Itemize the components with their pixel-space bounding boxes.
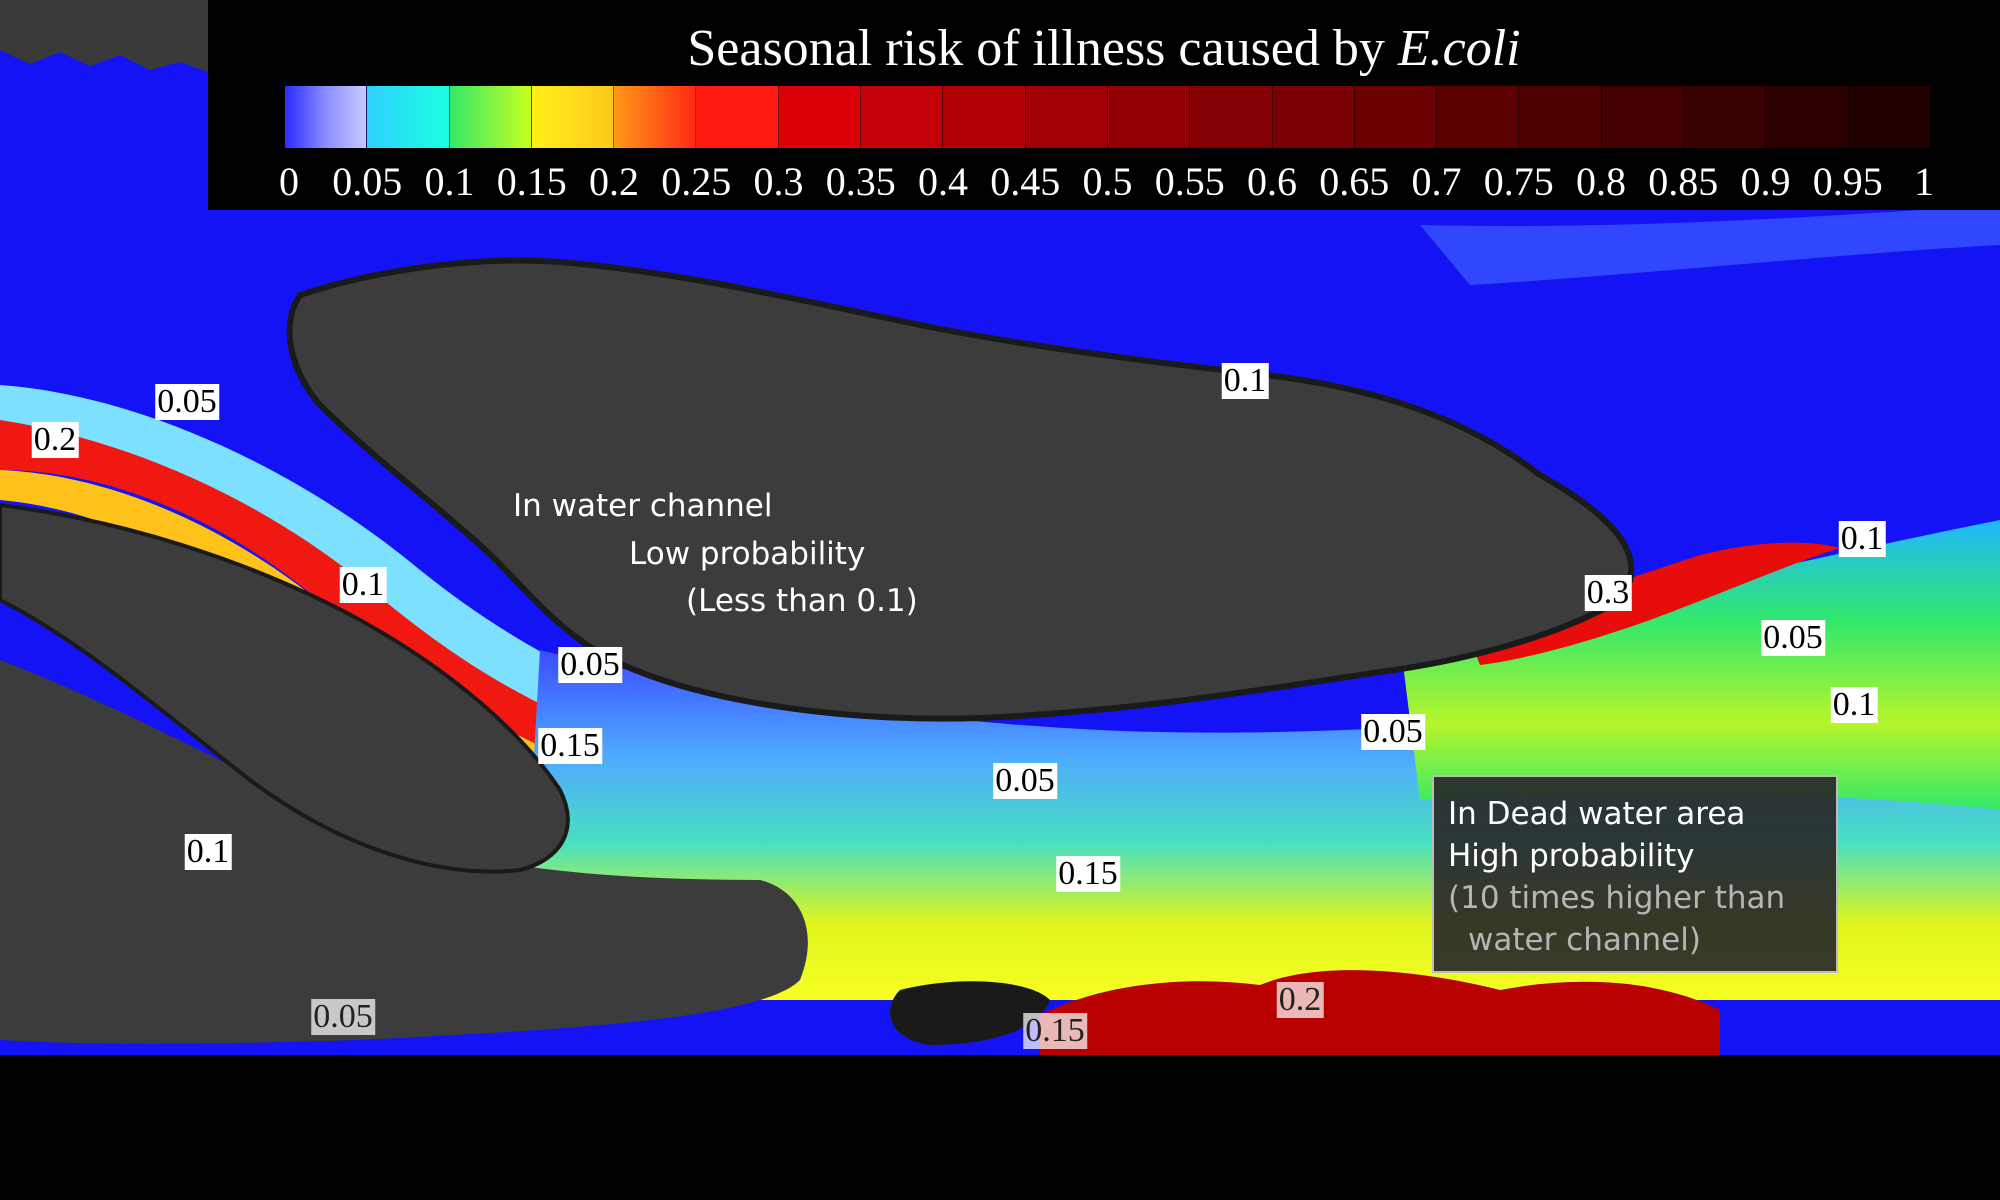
west-island	[0, 502, 570, 874]
colorbar-tick-label: 0.65	[1319, 159, 1390, 204]
top-left-land	[0, 0, 208, 72]
colorbar-tick-label: 0.35	[825, 159, 896, 204]
contour-label: 0.05	[311, 998, 375, 1035]
west-red-band	[0, 420, 600, 760]
colorbar-tick-label: 0.8	[1576, 159, 1626, 204]
colorbar-tick-label: 0.75	[1483, 159, 1554, 204]
colorbar-tick-label: 0.5	[1082, 159, 1133, 204]
legend-title-prefix: Seasonal risk of illness caused by	[687, 20, 1385, 77]
colorbar-segment	[778, 86, 862, 148]
colorbar-tick-label: 0	[279, 159, 299, 204]
colorbar-segment	[285, 86, 368, 148]
colorbar-tick-label: 0.25	[661, 159, 732, 204]
colorbar-segment	[449, 86, 532, 148]
contour-label: 0.1	[184, 833, 232, 870]
small-south-island	[890, 981, 1050, 1045]
colorbar-tick-label: 0.4	[918, 159, 968, 204]
colorbar-segment	[1354, 86, 1438, 148]
colorbar-tick-label: 0.2	[589, 159, 639, 204]
east-channel-flow	[1400, 520, 2000, 810]
contour-label: 0.15	[538, 727, 602, 764]
colorbar-segment	[861, 86, 944, 148]
dead-water-line4: water channel)	[1468, 922, 1701, 958]
dead-water-line3: (10 times higher than	[1448, 880, 1786, 916]
contour-label: 0.05	[1361, 713, 1425, 750]
contour-label: 0.05	[558, 646, 622, 683]
colorbar-segment	[531, 86, 615, 148]
channel-note-line3: (Less than 0.1)	[686, 583, 918, 619]
colorbar-tick-label: 0.6	[1247, 159, 1297, 204]
contour-label: 0.2	[31, 421, 79, 458]
colorbar-tick-label: 0.9	[1740, 159, 1791, 204]
colorbar-segment	[367, 86, 450, 148]
colorbar-tick-label: 0.55	[1154, 159, 1225, 204]
colorbar-segment	[614, 86, 697, 148]
contour-label: 0.1	[1830, 686, 1878, 723]
channel-note-line2: Low probability	[629, 536, 866, 572]
colorbar-tick-label: 0.1	[424, 159, 475, 204]
colorbar-tick-label: 1	[1914, 159, 1934, 204]
colorbar	[285, 86, 1930, 148]
east-red-plume	[1470, 542, 1840, 665]
colorbar-segment	[1025, 86, 1108, 148]
legend-title-species: E.coli	[1397, 20, 1521, 77]
colorbar-segment	[1107, 86, 1191, 148]
colorbar-segment	[1848, 86, 1930, 148]
contour-label: 0.05	[993, 762, 1057, 799]
colorbar-segment	[1601, 86, 1685, 148]
south-red-zone	[1040, 970, 1720, 1060]
colorbar-tick-label: 0.3	[753, 159, 804, 204]
north-channel-flow	[1420, 205, 2000, 285]
colorbar-tick-label: 0.85	[1648, 159, 1719, 204]
contour-label: 0.15	[1023, 1012, 1087, 1049]
contour-label: 0.1	[339, 566, 387, 603]
contour-label: 0.15	[1056, 855, 1120, 892]
colorbar-segment	[1519, 86, 1602, 148]
colorbar-segment	[1684, 86, 1767, 148]
legend-panel: Seasonal risk of illness caused by E.col…	[208, 0, 2000, 210]
colorbar-tick-label: 0.45	[990, 159, 1061, 204]
contour-label: 0.1	[1838, 520, 1886, 557]
contour-label: 0.05	[1761, 619, 1825, 656]
dead-water-callout: In Dead water area High probability (10 …	[1432, 775, 1838, 973]
colorbar-tick-label: 0.7	[1411, 159, 1462, 204]
colorbar-segment	[696, 86, 779, 148]
colorbar-tick-label: 0.05	[332, 159, 403, 204]
colorbar-tick-label: 0.15	[496, 159, 567, 204]
central-island	[286, 257, 1635, 722]
colorbar-segment	[1272, 86, 1355, 148]
colorbar-segment	[1437, 86, 1520, 148]
contour-label: 0.3	[1584, 574, 1632, 611]
contour-label: 0.2	[1276, 981, 1324, 1018]
colorbar-segment	[943, 86, 1026, 148]
bottom-mask	[0, 1055, 2000, 1200]
colorbar-segment	[1766, 86, 1849, 148]
colorbar-segment	[1190, 86, 1273, 148]
colorbar-tick-label: 0.95	[1812, 159, 1883, 204]
contour-label: 0.1	[1221, 362, 1269, 399]
dead-water-line2: High probability	[1448, 838, 1695, 874]
channel-note-line1: In water channel	[513, 488, 773, 524]
dead-water-line1: In Dead water area	[1448, 796, 1746, 832]
legend-title: Seasonal risk of illness caused by E.col…	[208, 18, 2000, 80]
contour-label: 0.05	[155, 383, 219, 420]
